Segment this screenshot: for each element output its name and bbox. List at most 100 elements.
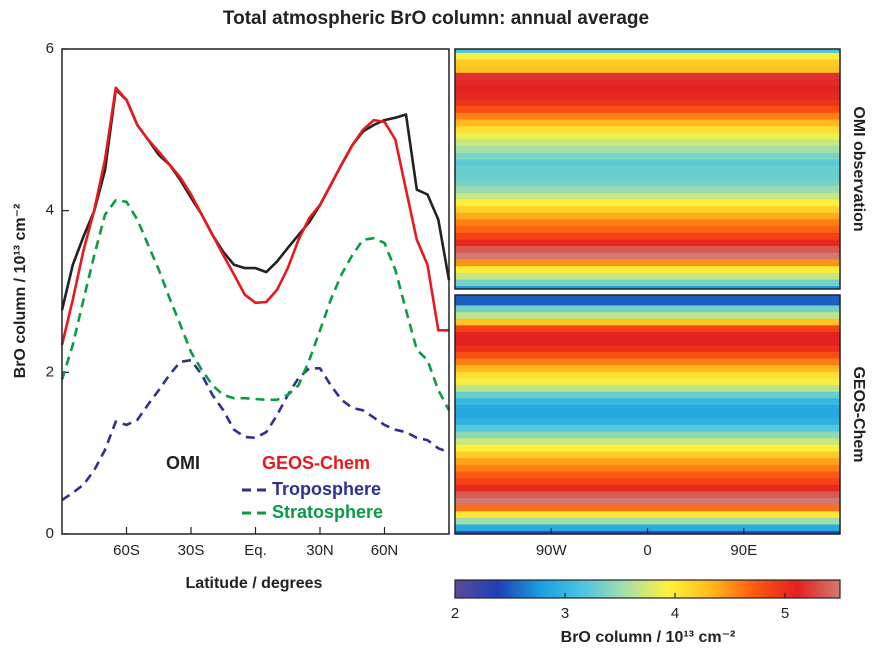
map-band xyxy=(455,151,840,160)
y-tick-label: 6 xyxy=(46,40,54,57)
map-band xyxy=(455,238,840,247)
map-band xyxy=(455,523,840,532)
map-band xyxy=(455,105,840,113)
map-band xyxy=(455,278,840,287)
colorbar xyxy=(454,579,841,599)
map-x-tick-label: 90E xyxy=(730,542,757,559)
map-band xyxy=(455,178,840,187)
map-band xyxy=(455,490,840,498)
map-band xyxy=(455,171,840,180)
map-band xyxy=(455,384,840,392)
map-band xyxy=(455,111,840,120)
x-tick-label: 30N xyxy=(306,542,334,559)
map-band xyxy=(455,496,840,505)
map-band xyxy=(455,331,840,339)
map-band xyxy=(455,165,840,173)
map-band xyxy=(455,483,840,492)
plot-frame xyxy=(61,48,450,535)
legend-label: Stratosphere xyxy=(272,502,383,522)
map-band xyxy=(455,350,840,359)
map-x-tick-label: 0 xyxy=(643,542,651,559)
map-band xyxy=(455,397,840,406)
map-band xyxy=(455,131,840,140)
y-axis-label: BrO column / 10¹³ cm⁻² xyxy=(12,204,29,379)
map-band xyxy=(455,185,840,193)
x-tick-label: 60N xyxy=(371,542,399,559)
map-band xyxy=(455,311,840,319)
map-band xyxy=(455,370,840,379)
map-band xyxy=(455,294,840,299)
map-band xyxy=(455,65,840,73)
map-band xyxy=(455,78,840,87)
map-band xyxy=(455,245,840,253)
map-band xyxy=(455,251,840,260)
colorbar-label: BrO column / 10¹³ cm⁻² xyxy=(561,629,736,646)
map-x-tick-label: 90W xyxy=(536,542,568,559)
map-band xyxy=(455,48,840,53)
map-band xyxy=(455,71,840,80)
colorbar-tick-label: 4 xyxy=(671,605,679,622)
map-band xyxy=(455,423,840,432)
map-band xyxy=(455,377,840,386)
map-band xyxy=(455,91,840,100)
map-band xyxy=(455,211,840,220)
data-line xyxy=(60,86,449,346)
map-band xyxy=(455,364,840,372)
map-band xyxy=(455,58,840,67)
y-tick-label: 0 xyxy=(46,525,54,542)
x-axis-label: Latitude / degrees xyxy=(186,575,323,592)
legend-label: Troposphere xyxy=(272,479,381,499)
map-band xyxy=(455,317,840,326)
map-band xyxy=(455,503,840,512)
map-band xyxy=(455,304,840,313)
map-band xyxy=(455,118,840,127)
map-band xyxy=(455,337,840,346)
legend-label: GEOS-Chem xyxy=(262,453,370,473)
y-tick-label: 4 xyxy=(46,202,54,219)
map-band xyxy=(455,85,840,93)
map-band xyxy=(455,98,840,107)
map-band xyxy=(455,125,840,133)
map-band xyxy=(455,417,840,425)
map-band xyxy=(455,390,840,399)
data-line xyxy=(60,88,451,311)
map-band xyxy=(455,450,840,459)
map-band xyxy=(455,138,840,147)
map-band xyxy=(455,477,840,485)
x-tick-label: 60S xyxy=(113,542,140,559)
map-band xyxy=(455,437,840,445)
map-band xyxy=(455,463,840,472)
map-band xyxy=(455,457,840,465)
map-band xyxy=(455,51,840,60)
x-tick-label: Eq. xyxy=(244,542,267,559)
map-band xyxy=(455,225,840,233)
map-band xyxy=(455,265,840,273)
data-line xyxy=(60,198,451,411)
map-band xyxy=(455,145,840,153)
map-band xyxy=(455,344,840,352)
colorbar-tick-label: 5 xyxy=(781,605,789,622)
colorbar-tick-label: 2 xyxy=(451,605,459,622)
chart-title: Total atmospheric BrO column: annual ave… xyxy=(223,8,649,29)
map-band xyxy=(455,218,840,227)
map-band xyxy=(455,297,840,306)
map-band xyxy=(455,231,840,240)
map-band xyxy=(455,158,840,167)
y-tick-label: 2 xyxy=(46,363,54,380)
map-frame xyxy=(454,48,841,290)
map-band xyxy=(455,410,840,419)
map-band xyxy=(455,470,840,479)
map-band xyxy=(455,324,840,333)
x-tick-label: 30S xyxy=(178,542,205,559)
map-band xyxy=(455,191,840,200)
panel-label: OMI observation xyxy=(850,106,867,231)
map-band xyxy=(455,198,840,207)
map-band xyxy=(455,271,840,280)
map-band xyxy=(455,510,840,518)
map-band xyxy=(455,285,840,290)
map-band xyxy=(455,357,840,366)
map-band xyxy=(455,443,840,452)
colorbar-tick-label: 3 xyxy=(561,605,569,622)
panel-label: GEOS-Chem xyxy=(850,366,867,462)
